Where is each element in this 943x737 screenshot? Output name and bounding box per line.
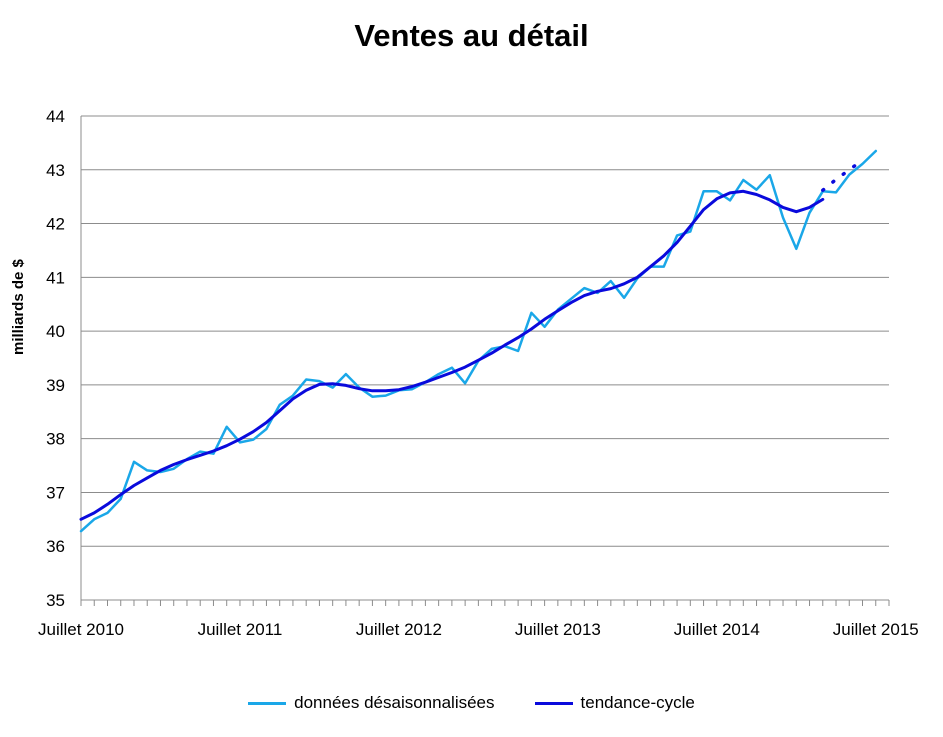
series-line-donn-es-d-saisonnalis-es bbox=[79, 149, 878, 533]
y-tick-label: 40 bbox=[46, 322, 65, 341]
x-tick-label: Juillet 2015 bbox=[833, 620, 919, 639]
legend-label-raw: données désaisonnalisées bbox=[294, 693, 495, 712]
y-tick-label: 44 bbox=[46, 107, 65, 126]
y-tick-label: 41 bbox=[46, 268, 65, 287]
series-line-tendance-cycle bbox=[79, 189, 825, 521]
series-line-projection bbox=[821, 158, 865, 192]
y-tick-label: 37 bbox=[46, 483, 65, 502]
y-tick-label: 35 bbox=[46, 591, 65, 610]
legend-label-trend: tendance-cycle bbox=[580, 693, 695, 712]
y-tick-label: 38 bbox=[46, 430, 65, 449]
x-tick-label: Juillet 2011 bbox=[198, 620, 283, 639]
legend-item-raw: données désaisonnalisées bbox=[248, 693, 495, 713]
legend-swatch-raw bbox=[248, 701, 287, 705]
legend-swatch-trend bbox=[534, 701, 573, 705]
y-tick-label: 42 bbox=[46, 215, 65, 234]
y-tick-label: 36 bbox=[46, 537, 65, 556]
x-tick-label: Juillet 2012 bbox=[356, 620, 442, 639]
y-tick-label: 39 bbox=[46, 376, 65, 395]
y-tick-label: 43 bbox=[46, 161, 65, 180]
x-tick-label: Juillet 2010 bbox=[38, 620, 124, 639]
chart-title: Ventes au détail bbox=[354, 18, 589, 53]
x-tick-label: Juillet 2013 bbox=[515, 620, 601, 639]
legend-item-trend: tendance-cycle bbox=[534, 693, 695, 713]
x-tick-label: Juillet 2014 bbox=[674, 620, 760, 639]
legend: données désaisonnalisées tendance-cycle bbox=[0, 693, 943, 713]
